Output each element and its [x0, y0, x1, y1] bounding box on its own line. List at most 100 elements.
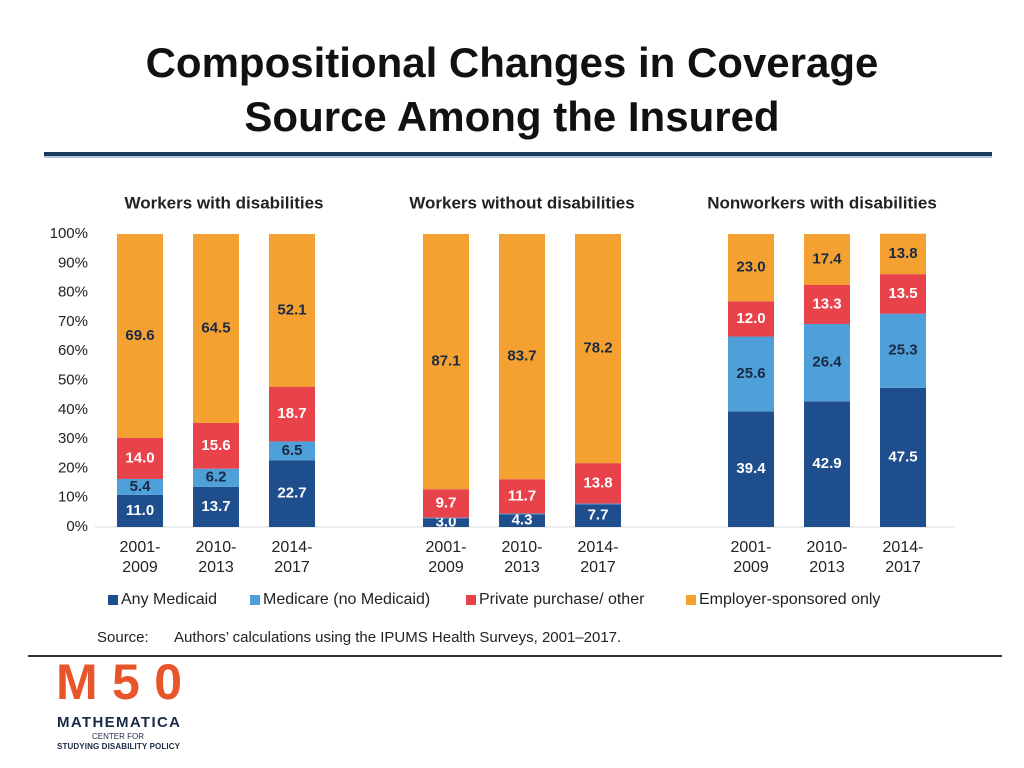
data-label: 22.7 [277, 485, 306, 502]
y-tick-label: 10% [58, 489, 88, 506]
data-label: 5.4 [130, 478, 152, 495]
legend-swatch [466, 595, 476, 605]
x-tick-label: 2010-2013 [501, 539, 543, 576]
x-tick-label: 2010-2013 [806, 539, 848, 576]
legend-swatch [686, 595, 696, 605]
bar-segment [804, 284, 850, 324]
y-tick-label: 100% [50, 225, 88, 242]
panel-title: Workers with disabilities [124, 193, 323, 212]
data-label: 17.4 [812, 250, 842, 267]
data-label: 42.9 [812, 455, 841, 472]
bar-segment [880, 313, 926, 388]
legend-swatch [250, 595, 260, 605]
data-label: 87.1 [431, 353, 460, 370]
bar-segment [575, 503, 621, 505]
y-tick-label: 20% [58, 459, 88, 476]
bar-segment [728, 336, 774, 412]
y-tick-label: 0% [66, 518, 88, 535]
y-tick-label: 30% [58, 430, 88, 447]
bar-segment [499, 234, 545, 480]
data-label: 18.7 [277, 405, 306, 422]
data-label: 13.8 [888, 245, 917, 262]
x-tick-label: 2014-2017 [577, 539, 619, 576]
data-label: 15.6 [201, 437, 230, 454]
legend-label: Private purchase/ other [479, 591, 645, 608]
bar-segment [269, 441, 315, 461]
data-label: 23.0 [736, 259, 765, 276]
legend-label: Medicare (no Medicaid) [263, 591, 430, 608]
bar-segment [423, 489, 469, 518]
data-label: 11.7 [508, 487, 536, 504]
bar-segment [423, 518, 469, 527]
bar-segment [728, 301, 774, 337]
x-tick-label: 2010-2013 [195, 539, 237, 576]
x-tick-label: 2001-2009 [119, 539, 161, 576]
data-label: 13.5 [888, 285, 917, 302]
data-label: 14.0 [125, 449, 154, 466]
data-label: 9.7 [436, 494, 457, 511]
bar-segment [804, 401, 850, 527]
bar-segment [269, 234, 315, 387]
bar-segment [269, 460, 315, 527]
y-tick-label: 50% [58, 371, 88, 388]
logo-name: MATHEMATICA [57, 714, 180, 731]
bar-segment [117, 494, 163, 527]
bar-segment [499, 514, 545, 527]
data-label: 6.2 [206, 469, 227, 486]
y-tick-label: 80% [58, 284, 88, 301]
data-label: 13.7 [201, 498, 230, 515]
logo-line: CENTER FOR [92, 732, 144, 741]
y-tick-label: 60% [58, 342, 88, 359]
bar-segment [880, 233, 926, 275]
data-label: 11.0 [126, 502, 154, 519]
y-tick-label: 40% [58, 401, 88, 418]
data-label: 6.5 [282, 442, 303, 459]
x-tick-label: 2014-2017 [882, 539, 924, 576]
bar-segment [499, 513, 545, 515]
logo-mark: M50 [56, 654, 180, 710]
data-label: 25.6 [736, 365, 765, 382]
bar-segment [117, 234, 163, 438]
data-label: 4.3 [512, 512, 533, 529]
panel-title: Nonworkers with disabilities [707, 193, 937, 212]
logo-line: STUDYING DISABILITY POLICY [57, 742, 181, 751]
data-label: 52.1 [277, 301, 306, 318]
bar-segment [804, 234, 850, 285]
data-label: 12.0 [736, 310, 765, 327]
bar-segment [193, 486, 239, 527]
x-tick-label: 2001-2009 [730, 539, 772, 576]
data-label: 13.8 [583, 474, 612, 491]
x-tick-label: 2001-2009 [425, 539, 467, 576]
data-label: 69.6 [125, 327, 154, 344]
bar-segment [575, 504, 621, 527]
bar-segment [880, 274, 926, 314]
chart-title: Compositional Changes in Coverage Source… [145, 39, 879, 140]
y-tick-label: 70% [58, 313, 88, 330]
bar-segment [269, 386, 315, 442]
legend-label: Employer-sponsored only [699, 591, 880, 608]
legend-label: Any Medicaid [121, 591, 217, 608]
title-box: Compositional Changes in Coverage Source… [145, 39, 879, 140]
bar-segment [804, 323, 850, 402]
x-tick-label: 2014-2017 [271, 539, 313, 576]
y-tick-label: 90% [58, 254, 88, 271]
bar-segment [499, 479, 545, 514]
legend-swatch [108, 595, 118, 605]
bar-segment [193, 234, 239, 423]
data-label: 13.3 [812, 295, 841, 312]
data-label: 83.7 [507, 348, 536, 365]
source-text: Authors’ calculations using the IPUMS He… [174, 629, 621, 646]
data-label: 64.5 [201, 319, 230, 336]
bar-segment [728, 411, 774, 527]
data-label: 47.5 [888, 448, 917, 465]
bar-segment [728, 234, 774, 302]
bar-segment [193, 422, 239, 469]
bar-segment [880, 387, 926, 527]
bar-segment [117, 437, 163, 479]
bar-segment [423, 517, 469, 519]
data-label: 25.3 [888, 342, 917, 359]
bar-segment [117, 478, 163, 495]
data-label: 39.4 [736, 460, 766, 477]
